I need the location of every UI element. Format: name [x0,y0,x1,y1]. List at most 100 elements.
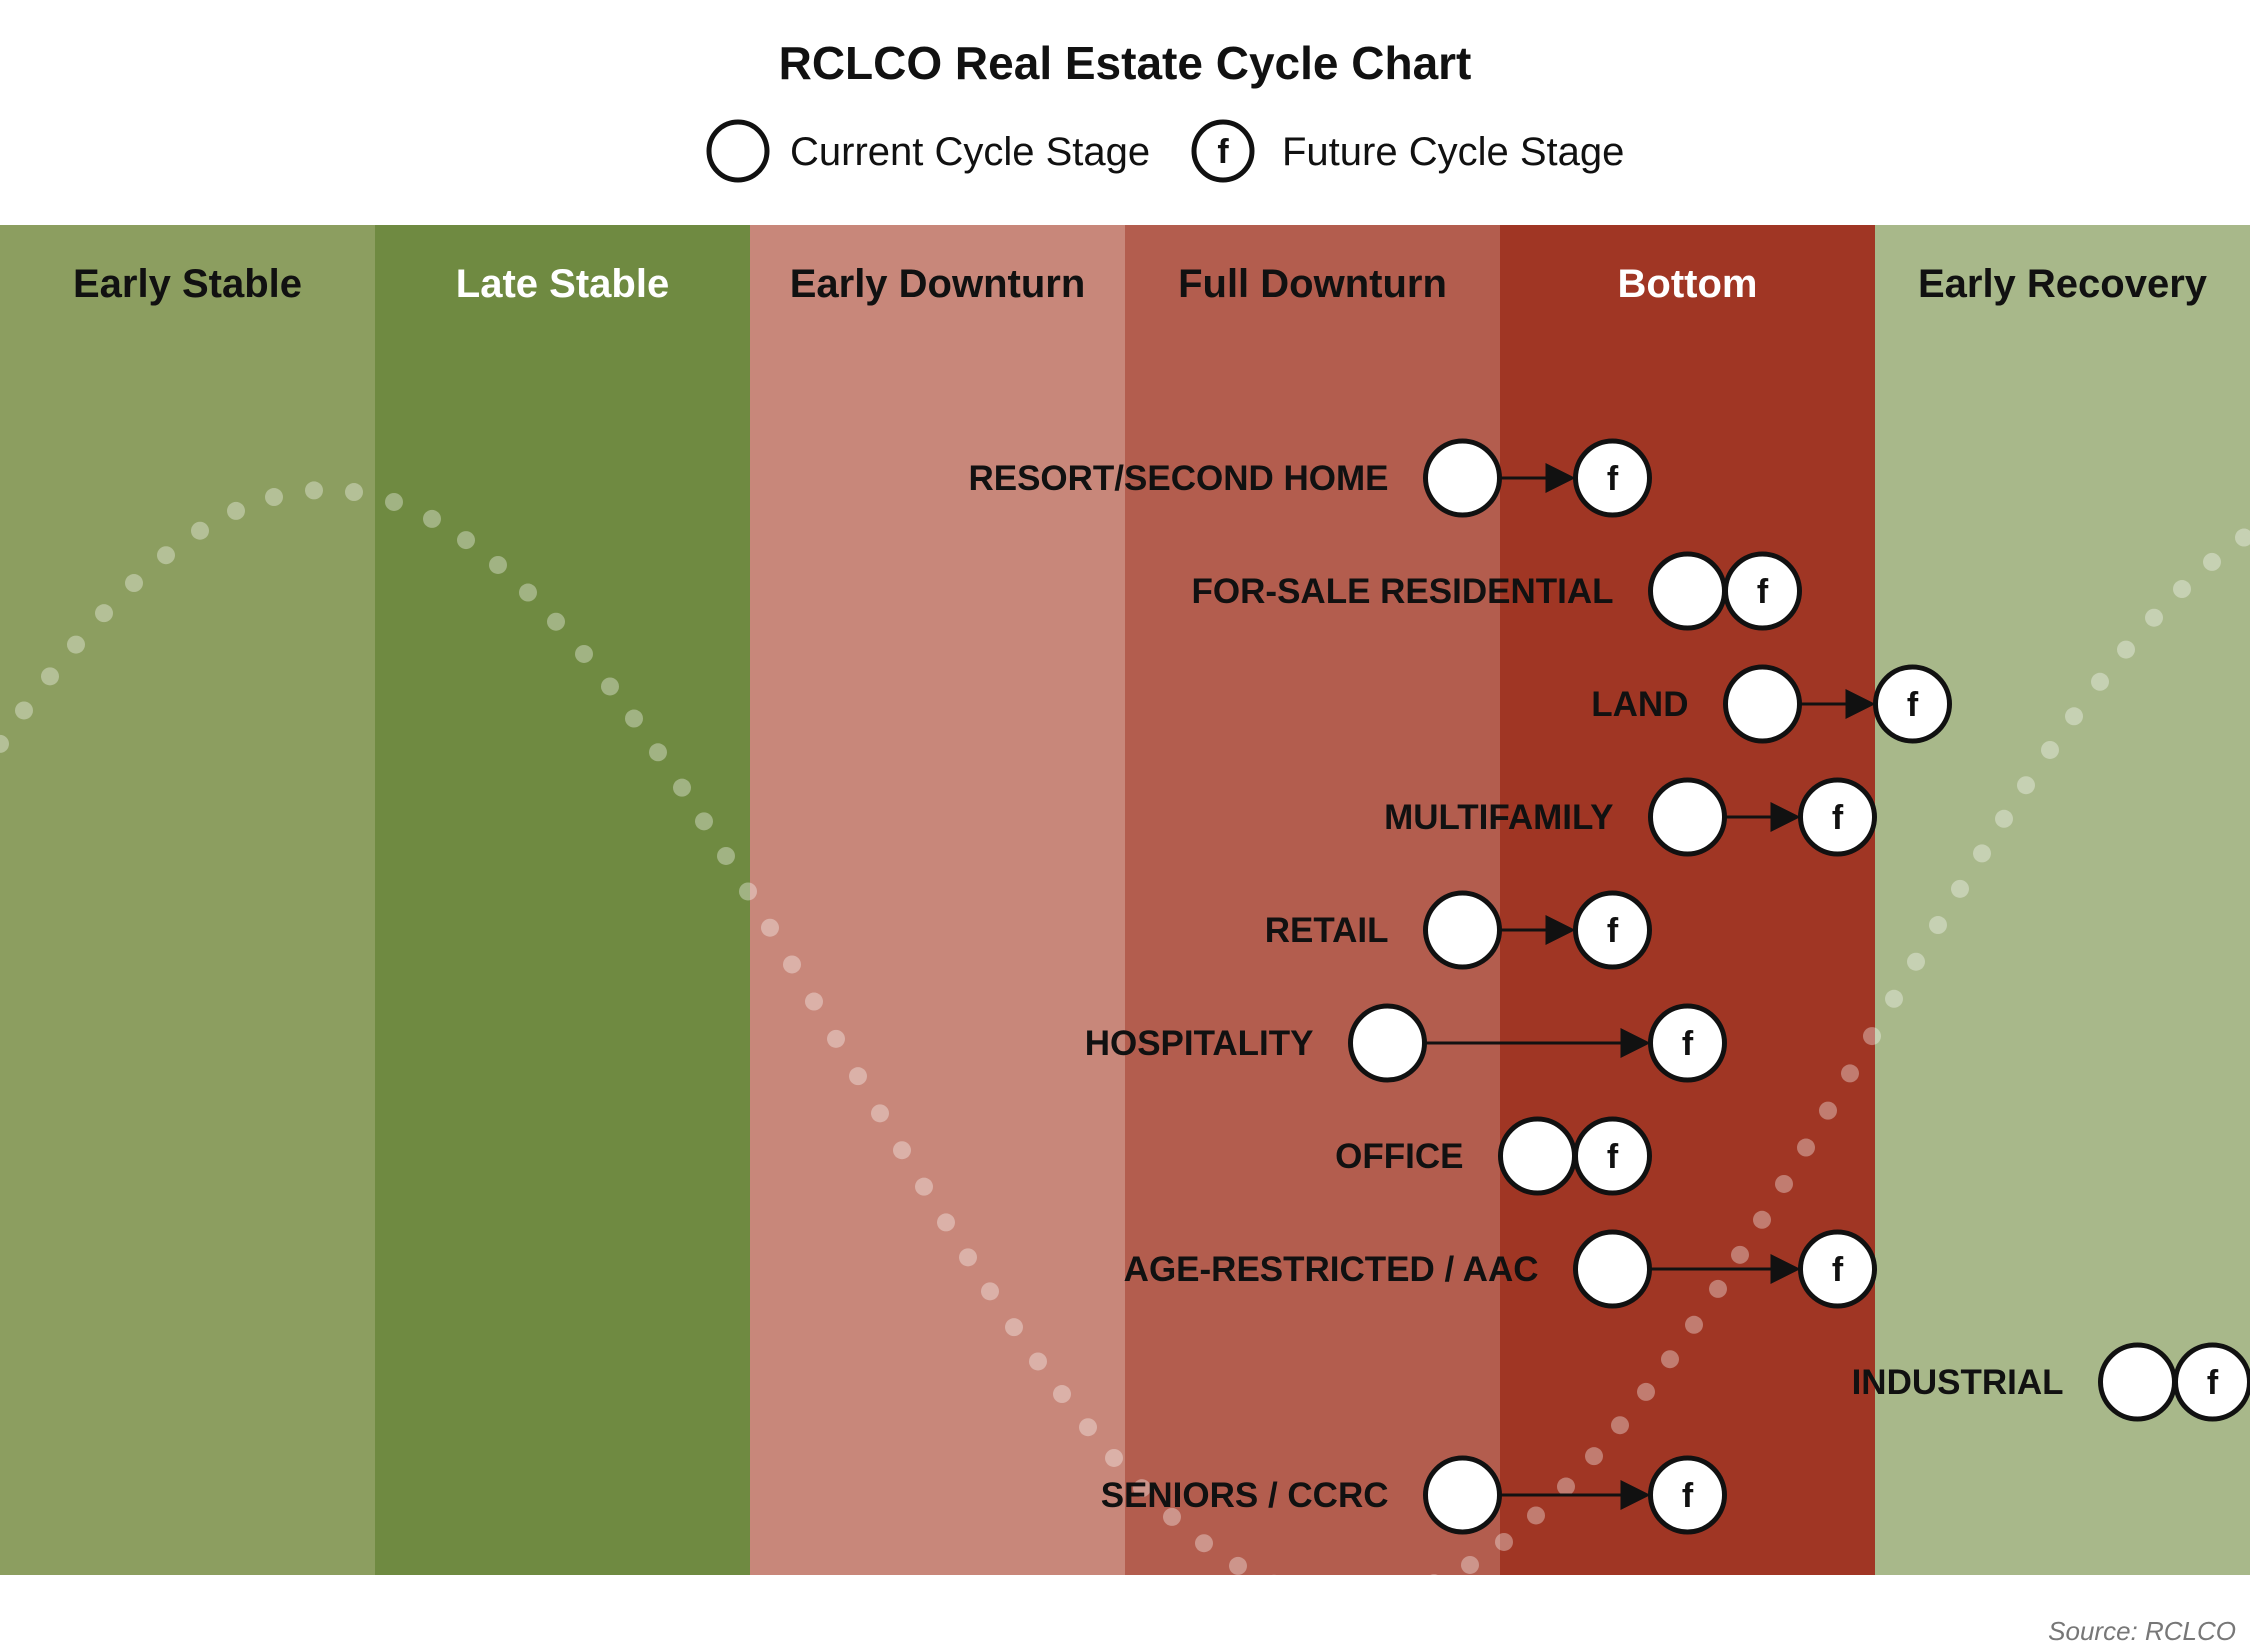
stage-band-early-stable [0,225,376,1575]
cycle-curve-dot [1527,1506,1545,1525]
cycle-curve-dot [1163,1507,1181,1526]
cycle-curve-dot [67,635,85,654]
cycle-curve-dot [423,509,441,528]
cycle-curve-dot [1195,1534,1213,1553]
sector-hospitality: HOSPITALITY f [1085,1003,1727,1083]
cycle-curve-dot [717,846,735,865]
cycle-curve-dot [1005,1318,1023,1337]
cycle-curve-dot [125,574,143,593]
current-stage-marker [1648,777,1727,857]
cycle-curve-dot [489,555,507,574]
legend-future-marker [1191,119,1255,183]
stage-label-late-stable: Late Stable [456,262,669,306]
cycle-curve-dot [227,501,245,520]
stage-labels: Early Stable Late Stable Early Downturn Ful… [73,262,2208,306]
legend-current-marker [706,119,770,183]
cycle-curve-dot [673,778,691,797]
cycle-curve-dot [1995,809,2013,828]
cycle-curve-dot [1611,1416,1629,1435]
current-stage-marker [1423,438,1502,518]
future-stage-marker [1648,1455,1727,1535]
future-stage-marker [1573,1116,1652,1196]
cycle-curve-dot [15,701,33,720]
cycle-curve-dot [575,644,593,663]
cycle-curve-dot [1951,879,1969,898]
future-stage-marker [1798,1229,1877,1309]
legend-future-label: Future Cycle Stage [1282,130,1624,174]
sector-label: RETAIL [1265,911,1389,950]
cycle-curve-dot [1461,1555,1479,1574]
sector-industrial: INDUSTRIAL f [1852,1342,2250,1422]
sector-land: LAND f [1591,664,1952,744]
stage-label-early-downturn: Early Downturn [790,262,1086,306]
cycle-curve-dot [1661,1350,1679,1369]
future-stage-letter: f [1757,573,1769,611]
future-stage-letter: f [1682,1477,1694,1515]
sector-seniors-ccrc: SENIORS / CCRC f [1101,1455,1727,1535]
cycle-curve-dot [1079,1418,1097,1437]
stage-band-bottom [1500,225,1876,1575]
cycle-curve-dot [265,488,283,507]
cycle-curve-dot [937,1213,955,1232]
cycle-curve-dot [959,1248,977,1267]
sector-label: AGE-RESTRICTED / AAC [1124,1250,1539,1289]
cycle-curve-dot [1819,1101,1837,1120]
future-stage-marker [1723,551,1802,631]
future-stage-letter: f [2207,1364,2219,1402]
cycle-curve-dot [601,677,619,696]
sector-for-sale-residential: FOR-SALE RESIDENTIAL f [1192,551,1802,631]
sector-label: RESORT/SECOND HOME [968,459,1388,498]
future-stage-letter: f [1832,1251,1844,1289]
cycle-curve-dot [2065,707,2083,726]
cycle-curve-dot [739,882,757,901]
cycle-curve-dot [2235,528,2250,547]
cycle-curve-dot [649,743,667,762]
cycle-curve-dot [2145,608,2163,627]
cycle-curve-dot [1709,1279,1727,1298]
cycle-curve-dot [1637,1382,1655,1401]
cycle-curve-dot [305,481,323,500]
cycle-curve-dot [41,667,59,686]
future-stage-letter: f [1607,1138,1619,1176]
cycle-curve-dot [1797,1138,1815,1157]
cycle-curve-dot [1425,1574,1443,1593]
cycle-curve-dot [827,1029,845,1048]
cycle-curve-dot [695,812,713,831]
cycle-curve-dot [1731,1245,1749,1264]
sector-retail: RETAIL f [1265,890,1652,970]
cycle-curve-dot [1841,1064,1859,1083]
future-stage-letter: f [1832,799,1844,837]
cycle-curve-dot [1053,1385,1071,1404]
stage-band-late-stable [375,225,751,1575]
source-note: Source: RCLCO [2048,1616,2236,1646]
cycle-curve-dot [1105,1448,1123,1467]
cycle-curve-dot [1585,1447,1603,1466]
future-stage-marker [1573,438,1652,518]
cycle-curve-dot [191,521,209,540]
cycle-curve-dot [1557,1477,1575,1496]
current-stage-marker [1423,1455,1502,1535]
stage-label-full-downturn: Full Downturn [1178,262,1447,306]
future-stage-marker [1573,890,1652,970]
cycle-curve-dot [783,955,801,974]
cycle-curve-dot [2091,672,2109,691]
cycle-curve-dot [385,492,403,511]
cycle-curve-dot [1907,952,1925,971]
current-stage-marker [1573,1229,1652,1309]
cycle-curve-dot [457,531,475,550]
stage-label-bottom: Bottom [1618,262,1758,306]
stage-bands [0,225,2250,1575]
legend-future-letter: f [1217,133,1229,171]
cycle-curve-dot [0,734,9,753]
stage-label-early-recovery: Early Recovery [1918,262,2208,306]
future-stage-letter: f [1682,1025,1694,1063]
legend: Current Cycle Stage f Future Cycle Stage [706,119,1624,183]
sector-resort-second-home: RESORT/SECOND HOME f [968,438,1652,518]
cycle-curve-dot [805,992,823,1011]
sector-label: MULTIFAMILY [1384,798,1613,837]
cycle-curve [0,481,2250,1609]
cycle-curve-dot [981,1282,999,1301]
future-stage-letter: f [1907,686,1919,724]
sector-label: SENIORS / CCRC [1101,1476,1389,1515]
cycle-curve-dot [849,1067,867,1086]
